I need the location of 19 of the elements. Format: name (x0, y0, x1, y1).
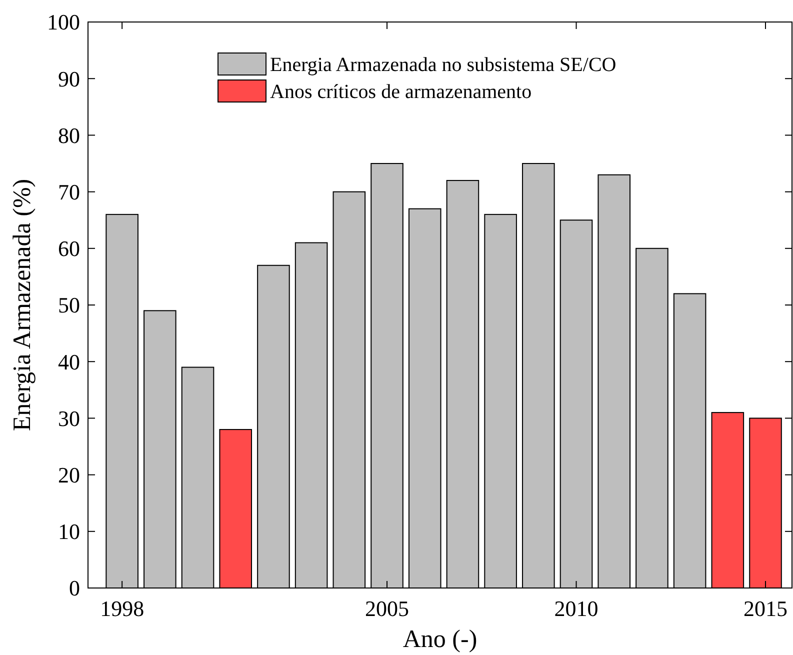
x-tick-label: 2015 (744, 596, 788, 621)
x-tick-label: 2010 (554, 596, 598, 621)
y-tick-label: 0 (69, 576, 80, 601)
y-tick-label: 90 (58, 66, 80, 92)
y-tick-label: 70 (58, 180, 80, 204)
y-tick-label: 100 (47, 10, 80, 35)
y-tick-label: 40 (58, 349, 80, 374)
y-tick-label: 10 (58, 519, 80, 544)
y-tick-label: 80 (58, 122, 80, 148)
y-tick-label: 20 (58, 462, 80, 488)
x-axis-title: Ano (-) (402, 626, 478, 653)
y-tick-label: 30 (58, 406, 80, 431)
x-tick-label: 2005 (365, 596, 410, 621)
y-axis-title: Energia Armazenada (%) (9, 178, 36, 432)
legend-label: Energia Armazenada no subsistema SE/CO (270, 54, 616, 76)
x-tick-label: 1998 (100, 596, 144, 621)
legend-label: Anos críticos de armazenamento (270, 81, 532, 103)
y-tick-label: 50 (58, 292, 80, 318)
y-tick-label: 60 (58, 236, 80, 262)
